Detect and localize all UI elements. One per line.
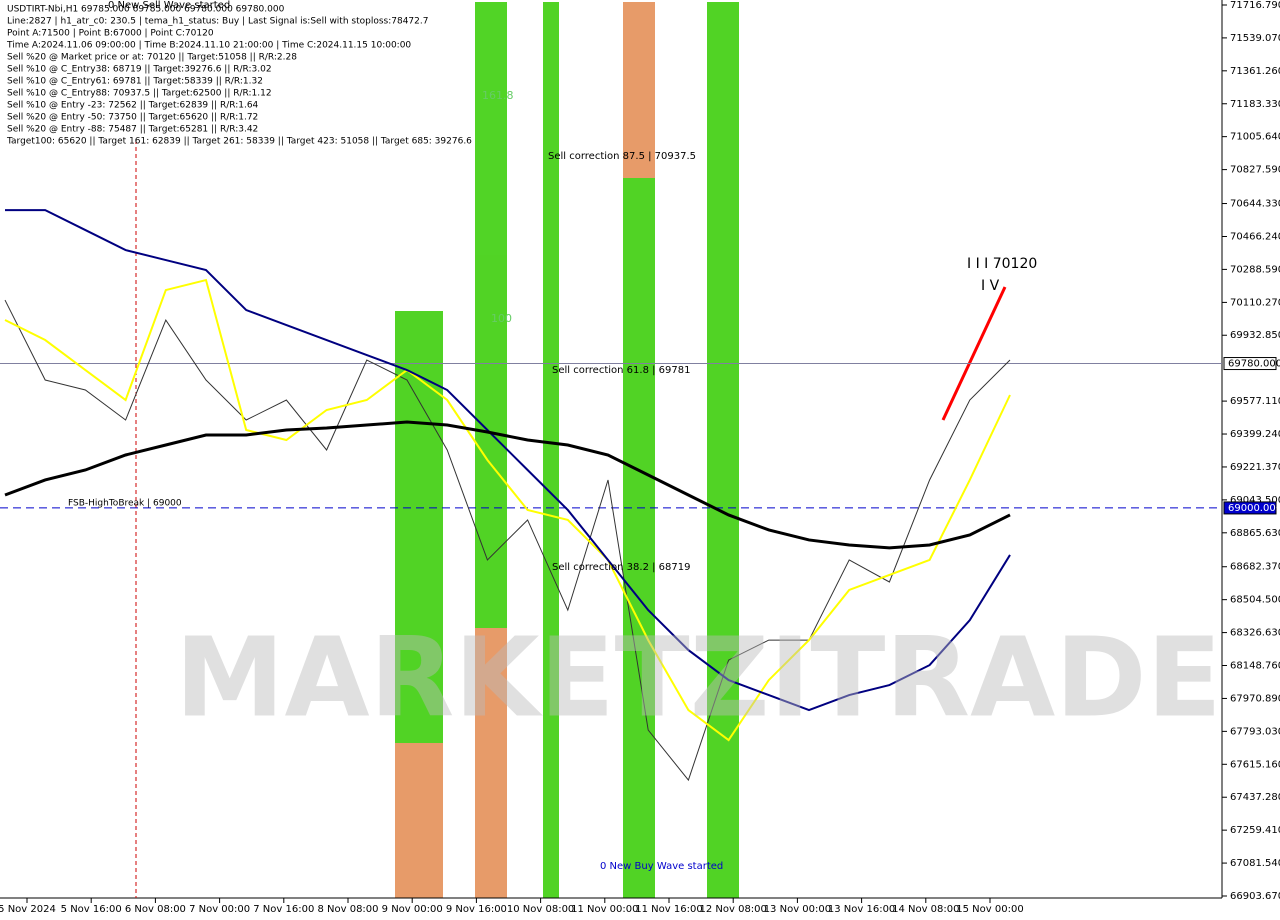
x-tick-label: 5 Nov 16:00 xyxy=(61,904,122,915)
y-tick-label: 69043.500 xyxy=(1230,495,1280,506)
series-line xyxy=(4,420,1011,550)
y-tick-label: 71005.640 xyxy=(1230,132,1280,143)
header-line: Sell %20 @ Market price or at: 70120 || … xyxy=(7,53,297,63)
annotation: 0 New Sell Wave started xyxy=(108,0,230,11)
y-tick-label: 70644.330 xyxy=(1230,199,1280,210)
zone xyxy=(623,2,655,178)
zone xyxy=(707,2,739,898)
annotation: FSB-HighToBreak | 69000 xyxy=(68,499,182,509)
zone xyxy=(623,178,655,898)
y-tick-label: 67793.030 xyxy=(1230,726,1280,737)
annotation: Sell correction 87.5 | 70937.5 xyxy=(548,151,696,162)
y-tick-label: 68148.760 xyxy=(1230,661,1280,672)
y-tick-label: 71183.330 xyxy=(1230,99,1280,110)
header-line: Point A:71500 | Point B:67000 | Point C:… xyxy=(7,29,214,39)
x-tick-label: 8 Nov 08:00 xyxy=(317,904,378,915)
header-line: Sell %10 @ C_Entry88: 70937.5 || Target:… xyxy=(7,89,272,99)
y-tick-label: 67615.160 xyxy=(1230,759,1280,770)
header-line: Sell %10 @ C_Entry61: 69781 || Target:58… xyxy=(7,77,263,87)
zone xyxy=(475,628,507,898)
annotation: Sell correction 61.8 | 69781 xyxy=(552,365,690,376)
y-tick-label: 67259.410 xyxy=(1230,825,1280,836)
header-line: Sell %20 @ Entry -50: 73750 || Target:65… xyxy=(7,113,258,123)
header-line: Sell %20 @ Entry -88: 75487 || Target:65… xyxy=(7,125,258,135)
series-line xyxy=(4,278,1011,742)
y-tick-label: 70110.270 xyxy=(1230,297,1280,308)
y-tick-label: 67081.540 xyxy=(1230,858,1280,869)
y-tick-label: 70288.590 xyxy=(1230,264,1280,275)
x-tick-label: 11 Nov 16:00 xyxy=(635,904,702,915)
level-label: 69780.000 xyxy=(1228,359,1280,370)
watermark: MARKETZITRADE xyxy=(175,613,1222,741)
header-line: Sell %10 @ C_Entry38: 68719 || Target:39… xyxy=(7,65,272,75)
trend-line xyxy=(941,286,1007,421)
x-tick-label: 9 Nov 16:00 xyxy=(446,904,507,915)
header-line: Time A:2024.11.06 09:00:00 | Time B:2024… xyxy=(6,41,411,51)
x-tick-label: 12 Nov 08:00 xyxy=(699,904,766,915)
annotation: I I I 70120 xyxy=(967,256,1037,272)
zone xyxy=(395,743,443,898)
series-line xyxy=(5,209,1011,712)
y-tick-label: 71361.260 xyxy=(1230,66,1280,77)
x-tick-label: 13 Nov 00:00 xyxy=(764,904,831,915)
x-tick-label: 11 Nov 00:00 xyxy=(571,904,638,915)
y-tick-label: 68865.630 xyxy=(1230,528,1280,539)
y-tick-label: 71539.070 xyxy=(1230,33,1280,44)
y-tick-label: 68504.500 xyxy=(1230,595,1280,606)
x-tick-label: 13 Nov 16:00 xyxy=(828,904,895,915)
x-tick-label: 7 Nov 16:00 xyxy=(253,904,314,915)
annotation: 161.8 xyxy=(482,89,514,102)
header-line: Target100: 65620 || Target 161: 62839 ||… xyxy=(6,137,472,147)
header-line: USDTIRT-Nbi,H1 69785.000 69785.000 69780… xyxy=(7,5,285,15)
header-line: Sell %10 @ Entry -23: 72562 || Target:62… xyxy=(7,101,259,111)
level-tag xyxy=(1223,501,1277,515)
zone xyxy=(543,2,559,898)
annotation: 100 xyxy=(491,312,512,325)
x-tick-label: 5 Nov 2024 xyxy=(0,904,56,915)
y-tick-label: 70827.590 xyxy=(1230,165,1280,176)
series-line xyxy=(4,299,1011,782)
y-tick-label: 66903.670 xyxy=(1230,891,1280,902)
x-tick-label: 14 Nov 08:00 xyxy=(892,904,959,915)
y-tick-label: 69221.370 xyxy=(1230,462,1280,473)
y-tick-label: 68326.630 xyxy=(1230,628,1280,639)
annotation: 0 New Buy Wave started xyxy=(600,861,723,872)
y-tick-label: 69399.240 xyxy=(1230,429,1280,440)
x-tick-label: 6 Nov 08:00 xyxy=(125,904,186,915)
level-tag xyxy=(1223,357,1277,371)
zone xyxy=(475,2,507,628)
header-line: Line:2827 | h1_atr_c0: 230.5 | tema_h1_s… xyxy=(7,17,428,27)
y-tick-label: 71716.790 xyxy=(1230,0,1280,11)
y-tick-label: 69932.850 xyxy=(1230,330,1280,341)
x-tick-label: 10 Nov 08:00 xyxy=(507,904,574,915)
x-tick-label: 9 Nov 00:00 xyxy=(382,904,443,915)
annotation: Sell correction 38.2 | 68719 xyxy=(552,562,690,573)
y-tick-label: 68682.370 xyxy=(1230,562,1280,573)
y-tick-label: 67437.280 xyxy=(1230,792,1280,803)
y-tick-label: 67970.890 xyxy=(1230,693,1280,704)
annotation: I V xyxy=(981,278,1000,294)
x-tick-label: 15 Nov 00:00 xyxy=(956,904,1023,915)
y-tick-label: 69577.110 xyxy=(1230,396,1280,407)
level-label: 69000.000 xyxy=(1228,503,1280,514)
x-tick-label: 7 Nov 00:00 xyxy=(189,904,250,915)
y-tick-label: 70466.240 xyxy=(1230,232,1280,243)
